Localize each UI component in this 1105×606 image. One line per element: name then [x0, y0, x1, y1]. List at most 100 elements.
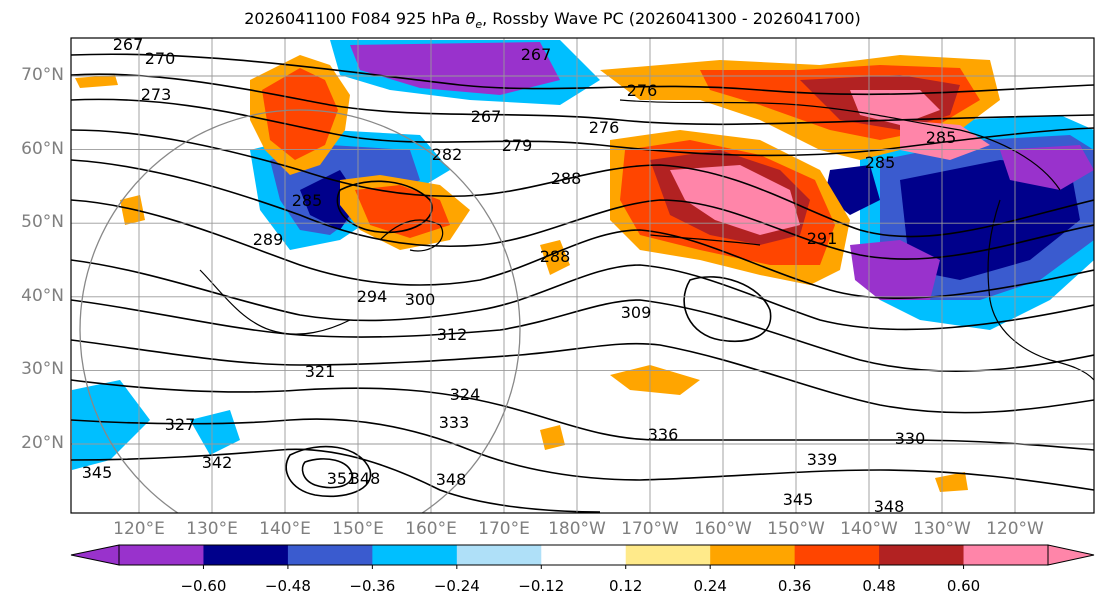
contour-label: 267 [471, 107, 502, 126]
anomaly-region [355, 185, 450, 238]
contour-label: 285 [865, 153, 896, 172]
coastlines [199, 99, 1094, 381]
colorbar-segment [287, 545, 373, 565]
contour-line [71, 73, 1094, 126]
latitude-label: 30°N [21, 359, 64, 380]
colorbar-tick-label: −0.12 [518, 577, 565, 595]
colorbar-tick-label: 0.12 [609, 577, 643, 595]
colorbar-frame [118, 544, 1049, 566]
coastline [619, 99, 1061, 191]
contour-label: 348 [874, 497, 905, 516]
contour-label: 267 [113, 35, 144, 54]
longitude-label: 130°W [913, 519, 971, 539]
contour-label: 336 [648, 425, 679, 444]
colorbar-tick-label: 0.48 [862, 577, 896, 595]
contour-label: 345 [783, 490, 814, 509]
contour-line [683, 276, 772, 342]
anomaly-shading [72, 40, 1094, 492]
contour-line [71, 379, 1094, 451]
colorbar-segment [794, 545, 880, 565]
anomaly-region [900, 160, 1080, 280]
coastline [649, 234, 761, 246]
colorbar-tick-label: −0.24 [433, 577, 480, 595]
contour-label: 270 [145, 49, 176, 68]
contour-label: 288 [551, 169, 582, 188]
contour-line [71, 129, 1094, 238]
contour-label: 330 [895, 429, 926, 448]
contour-label: 273 [141, 85, 172, 104]
anomaly-region [72, 380, 150, 470]
contour-label: 279 [502, 136, 533, 155]
coastline [199, 269, 351, 335]
contour-label: 321 [305, 362, 336, 381]
contour-line [285, 445, 372, 498]
colorbar-segment [541, 545, 627, 565]
colorbar-tick-label: 0.24 [693, 577, 727, 595]
contour-label: 348 [350, 469, 381, 488]
anomaly-region [670, 165, 800, 235]
latitude-label: 60°N [21, 138, 64, 159]
coastline [987, 199, 1094, 381]
colorbar-segment [963, 545, 1049, 565]
contour-line [301, 458, 353, 489]
contour-label: 351 [327, 469, 358, 488]
colorbar-segment [119, 545, 204, 565]
contour-line [71, 418, 1094, 491]
longitude-label: 120°W [986, 519, 1044, 539]
longitude-label: 140°W [840, 519, 898, 539]
contour-label: 294 [357, 287, 388, 306]
anomaly-region [935, 472, 968, 492]
contour-line [71, 339, 1094, 414]
anomaly-region [540, 240, 570, 275]
contour-label: 309 [621, 303, 652, 322]
contour-line [71, 448, 601, 513]
anomaly-region [75, 75, 118, 88]
contour-label: 324 [450, 385, 481, 404]
longitude-label: 160°W [694, 519, 752, 539]
contour-label: 285 [926, 128, 957, 147]
latitude-label: 50°N [21, 212, 64, 233]
contour-line [71, 53, 1094, 96]
longitude-label: 170°W [621, 519, 679, 539]
longitude-label: 140°E [259, 519, 311, 539]
colorbar [70, 544, 1095, 569]
contour-label: 333 [439, 413, 470, 432]
latitude-label: 20°N [21, 433, 64, 453]
contour-label: 288 [540, 247, 571, 266]
colorbar-tick-label: −0.48 [264, 577, 311, 595]
contour-label: 276 [589, 118, 620, 137]
contour-label: 285 [292, 191, 323, 210]
colorbar-extend-low [70, 544, 120, 566]
longitude-label: 120°E [113, 519, 165, 539]
longitude-label: 150°E [332, 519, 384, 539]
anomaly-region [610, 365, 700, 395]
colorbar-segment [879, 545, 965, 565]
longitude-label: 160°E [405, 519, 457, 539]
colorbar-tick-label: −0.36 [349, 577, 396, 595]
figure-title: 2026041100 F084 925 hPa θe, Rossby Wave … [244, 9, 861, 32]
plot-frame [70, 37, 1095, 514]
contour-label: 342 [202, 453, 233, 472]
reference-circle [79, 109, 521, 513]
contour-label: 282 [432, 145, 463, 164]
colorbar-extend-high [1047, 544, 1095, 566]
longitude-label: 150°W [767, 519, 825, 539]
contour-label: 276 [627, 81, 658, 100]
graticule [71, 38, 1094, 513]
colorbar-segment [372, 545, 458, 565]
colorbar-segment [625, 545, 711, 565]
anomaly-region [850, 240, 940, 300]
contour-line [71, 259, 1094, 331]
theta-e-contours [71, 53, 1094, 513]
contour-label: 289 [253, 230, 284, 249]
colorbar-segment [456, 545, 542, 565]
colorbar-tick-label: 0.60 [946, 577, 981, 595]
contour-labels: 2672702732672762762672792822852892882912… [82, 35, 957, 516]
longitude-label: 170°E [478, 519, 530, 539]
longitude-label: 180°W [548, 519, 606, 539]
coastline [379, 219, 444, 252]
contour-label: 348 [436, 470, 467, 489]
colorbar-tick-label: 0.36 [777, 577, 812, 595]
colorbar-segment [203, 545, 289, 565]
